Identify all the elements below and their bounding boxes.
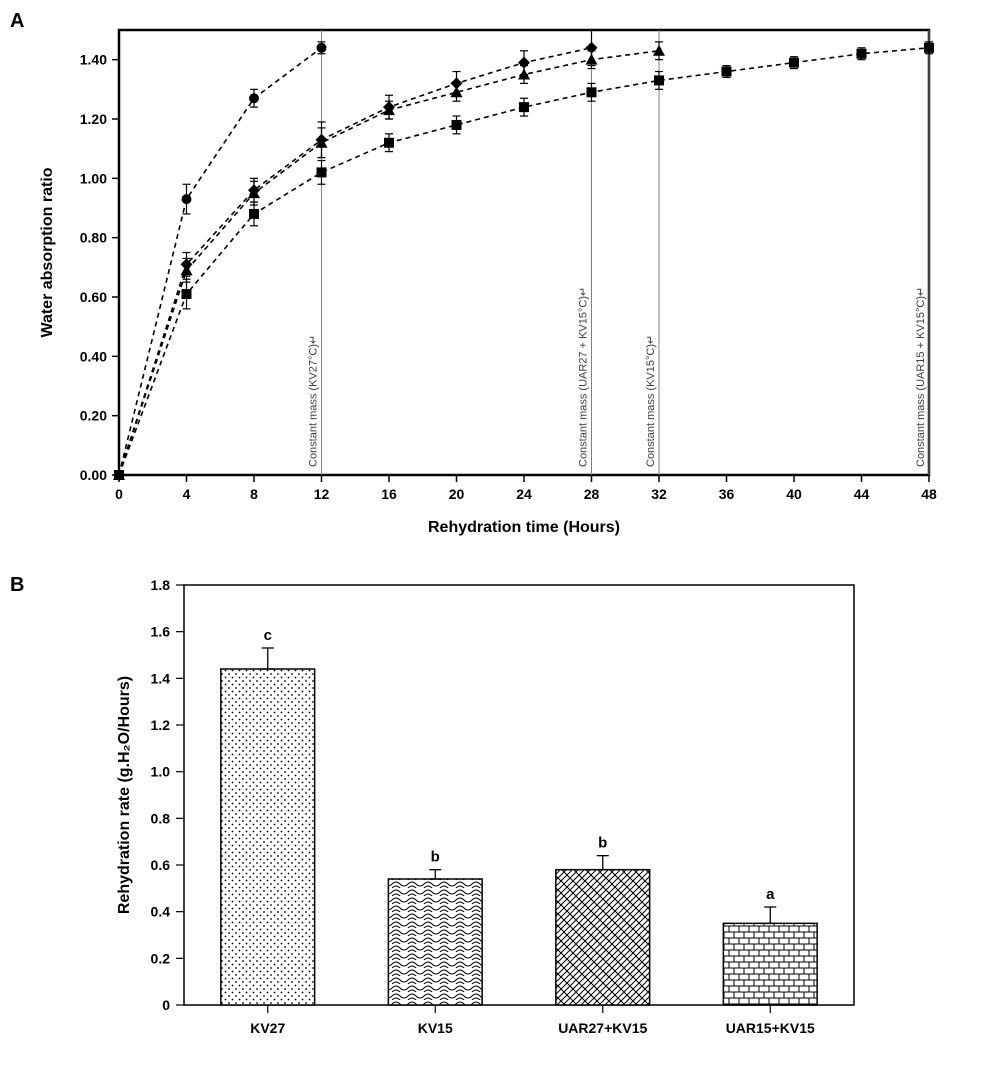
svg-text:KV15: KV15 [418,1020,453,1036]
svg-text:Water absorption ratio: Water absorption ratio [39,167,56,337]
svg-text:36: 36 [719,486,735,502]
svg-text:UAR27+KV15: UAR27+KV15 [559,1020,648,1036]
svg-text:Rehydration rate (g.H₂O/Hours): Rehydration rate (g.H₂O/Hours) [116,676,133,914]
svg-text:Constant mass (UAR15 + KV15°C): Constant mass (UAR15 + KV15°C)↵ [915,287,927,467]
svg-text:0.80: 0.80 [80,230,107,246]
svg-text:4: 4 [183,486,191,502]
svg-text:32: 32 [652,486,668,502]
svg-text:Constant mass (UAR27 + KV15°C): Constant mass (UAR27 + KV15°C)↵ [578,287,590,467]
svg-text:1.40: 1.40 [80,52,107,68]
svg-text:0: 0 [163,997,171,1013]
svg-text:1.00: 1.00 [80,170,107,186]
panel-b-row: B 0 0.2 0.4 0.6 0.8 1.0 1.2 1.4 1.6 1.8 KV27 c KV15 b… [10,560,980,1060]
svg-text:0.4: 0.4 [151,904,171,920]
svg-text:1.8: 1.8 [151,577,171,593]
svg-text:0.8: 0.8 [151,810,171,826]
svg-text:b: b [599,835,608,852]
svg-text:24: 24 [517,486,533,502]
panel-a-row: A Constant mass (KV27°C)↵Constant mass (… [10,10,980,550]
svg-text:c: c [264,627,272,644]
svg-text:0: 0 [116,486,124,502]
svg-text:12: 12 [314,486,330,502]
svg-text:KV27: KV27 [251,1020,286,1036]
svg-text:40: 40 [787,486,803,502]
svg-text:0.40: 0.40 [80,348,107,364]
svg-text:48: 48 [922,486,938,502]
svg-text:1.4: 1.4 [151,670,171,686]
svg-text:b: b [431,849,440,866]
svg-text:a: a [767,886,776,903]
svg-text:16: 16 [382,486,398,502]
svg-text:1.0: 1.0 [151,764,171,780]
svg-text:Constant mass (KV15°C)↵: Constant mass (KV15°C)↵ [645,335,657,467]
svg-text:0.20: 0.20 [80,408,107,424]
chart-b: 0 0.2 0.4 0.6 0.8 1.0 1.2 1.4 1.6 1.8 KV27 c KV15 b UA… [24,560,954,1060]
svg-text:Constant mass (KV27°C)↵: Constant mass (KV27°C)↵ [308,335,320,467]
svg-text:0.2: 0.2 [151,950,171,966]
panel-a-label: A [10,10,24,33]
svg-text:1.2: 1.2 [151,717,171,733]
svg-text:1.20: 1.20 [80,111,107,127]
svg-text:Rehydration time (Hours): Rehydration time (Hours) [428,519,620,536]
svg-text:28: 28 [584,486,600,502]
svg-text:20: 20 [449,486,465,502]
svg-text:UAR15+KV15: UAR15+KV15 [726,1020,815,1036]
svg-text:44: 44 [854,486,870,502]
svg-text:0.00: 0.00 [80,467,107,483]
panel-b-label: B [10,574,24,597]
chart-a: Constant mass (KV27°C)↵ Constant mass (UA… [24,10,954,550]
svg-text:0.6: 0.6 [151,857,171,873]
svg-text:8: 8 [251,486,259,502]
svg-text:1.6: 1.6 [151,624,171,640]
svg-text:0.60: 0.60 [80,289,107,305]
